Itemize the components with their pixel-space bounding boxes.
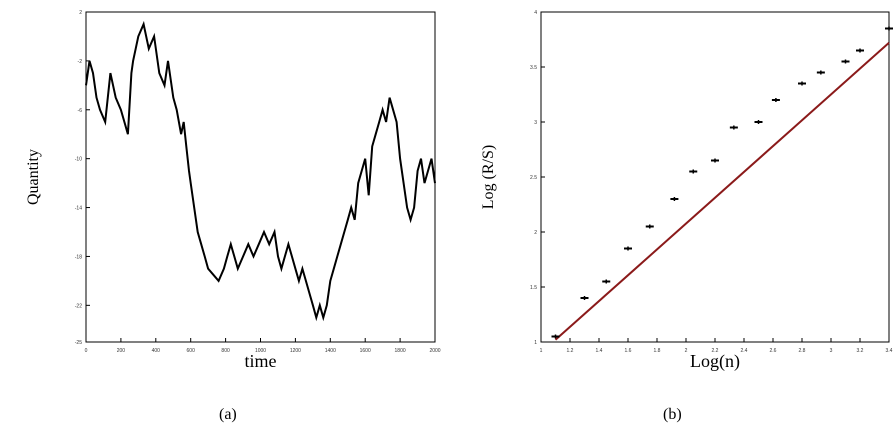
chart-a-x-tick-label: 0 <box>85 348 88 354</box>
chart-b-y-tick-label: 1 <box>534 340 537 346</box>
chart-b-data-point <box>856 48 864 53</box>
chart-b: 1 1.2 1.4 1.6 1.8 2 2.2 2.4 2.6 2.8 3 3.2 3.4 1 1.5 2 2… <box>480 10 893 372</box>
chart-a-y-axis-label: Quantity <box>25 149 42 205</box>
chart-b-y-tick-label: 2.5 <box>530 175 537 181</box>
chart-b-x-tick-label: 2 <box>685 348 688 354</box>
chart-b-x-tick-label: 3 <box>830 348 833 354</box>
chart-a-x-tick-label: 2000 <box>429 348 440 354</box>
chart-b-plot-area <box>540 11 890 343</box>
chart-b-x-tick-label: 1 <box>540 348 543 354</box>
chart-b-data-point <box>841 59 850 64</box>
chart-b-points <box>551 26 893 339</box>
chart-a-y-ticks: 2 -2 -6 -10 -14 -18 -22 -25 <box>75 10 90 346</box>
chart-a-x-tick-label: 400 <box>152 348 161 354</box>
chart-b-data-point <box>580 296 589 300</box>
chart-b-data-point <box>670 197 679 201</box>
chart-b-data-point <box>711 158 719 163</box>
chart-b-data-point <box>771 98 780 102</box>
chart-b-data-point <box>754 120 763 124</box>
chart-b-data-point <box>689 169 698 174</box>
chart-a-x-tick-label: 1400 <box>325 348 336 354</box>
chart-b-x-tick-label: 1.4 <box>596 348 603 354</box>
chart-b-data-point <box>885 26 893 31</box>
chart-a-y-tick-label: -25 <box>75 340 82 346</box>
chart-a-y-tick-label: -6 <box>78 108 83 114</box>
chart-b-x-tick-label: 2.8 <box>799 348 806 354</box>
chart-a-y-tick-label: 2 <box>79 10 82 16</box>
chart-a-x-ticks: 0 200 400 600 800 1000 1200 1400 1600 1800 2000 <box>85 338 441 354</box>
chart-b-x-tick-label: 3.2 <box>857 348 864 354</box>
chart-a-x-tick-label: 1600 <box>360 348 371 354</box>
chart-a-y-tick-label: -14 <box>75 206 82 212</box>
chart-a: 0 200 400 600 800 1000 1200 1400 1600 1800 2000 2 -… <box>25 10 441 371</box>
chart-a-x-tick-label: 1200 <box>290 348 301 354</box>
chart-b-y-axis-label: Log (R/S) <box>480 145 497 209</box>
chart-b-x-tick-label: 1.2 <box>567 348 574 354</box>
chart-b-fit-line <box>554 42 890 341</box>
chart-a-y-tick-label: -10 <box>75 157 82 163</box>
chart-a-x-tick-label: 1800 <box>395 348 406 354</box>
chart-b-x-tick-label: 2.2 <box>712 348 719 354</box>
caption-b: (b) <box>663 406 682 423</box>
chart-b-x-tick-label: 2.4 <box>741 348 748 354</box>
chart-b-data-point <box>624 246 632 251</box>
chart-b-x-tick-label: 1.8 <box>654 348 661 354</box>
chart-b-data-point <box>798 81 806 86</box>
chart-a-y-tick-label: -18 <box>75 254 82 260</box>
chart-b-y-tick-label: 4 <box>534 10 537 16</box>
chart-b-data-point <box>729 125 738 130</box>
chart-b-y-tick-label: 3.5 <box>530 65 537 71</box>
chart-b-y-tick-label: 1.5 <box>530 285 537 291</box>
chart-a-x-axis-label: time <box>245 351 277 371</box>
chart-b-data-point <box>551 334 560 339</box>
chart-b-y-ticks: 1 1.5 2 2.5 3 3.5 4 <box>530 10 545 346</box>
chart-b-x-ticks: 1 1.2 1.4 1.6 1.8 2 2.2 2.4 2.6 2.8 3 3.2 3.4 <box>540 338 893 354</box>
chart-b-x-tick-label: 2.6 <box>770 348 777 354</box>
chart-b-x-axis-label: Log(n) <box>690 351 740 372</box>
chart-b-y-tick-label: 3 <box>534 120 537 126</box>
chart-a-y-tick-label: -2 <box>78 59 83 65</box>
chart-b-data-point <box>816 70 825 75</box>
chart-a-x-tick-label: 200 <box>117 348 126 354</box>
chart-a-y-tick-label: -22 <box>75 303 82 309</box>
chart-b-data-point <box>645 224 654 229</box>
chart-b-data-point <box>602 279 611 284</box>
chart-a-x-tick-label: 600 <box>187 348 196 354</box>
caption-a: (a) <box>219 406 237 423</box>
chart-a-series-line <box>85 20 436 322</box>
chart-a-x-tick-label: 800 <box>221 348 230 354</box>
chart-b-x-tick-label: 1.6 <box>625 348 632 354</box>
chart-b-x-tick-label: 3.4 <box>886 348 893 354</box>
chart-a-plot-area <box>85 11 436 343</box>
chart-b-y-tick-label: 2 <box>534 230 537 236</box>
chart-a-x-tick-label: 1000 <box>255 348 266 354</box>
